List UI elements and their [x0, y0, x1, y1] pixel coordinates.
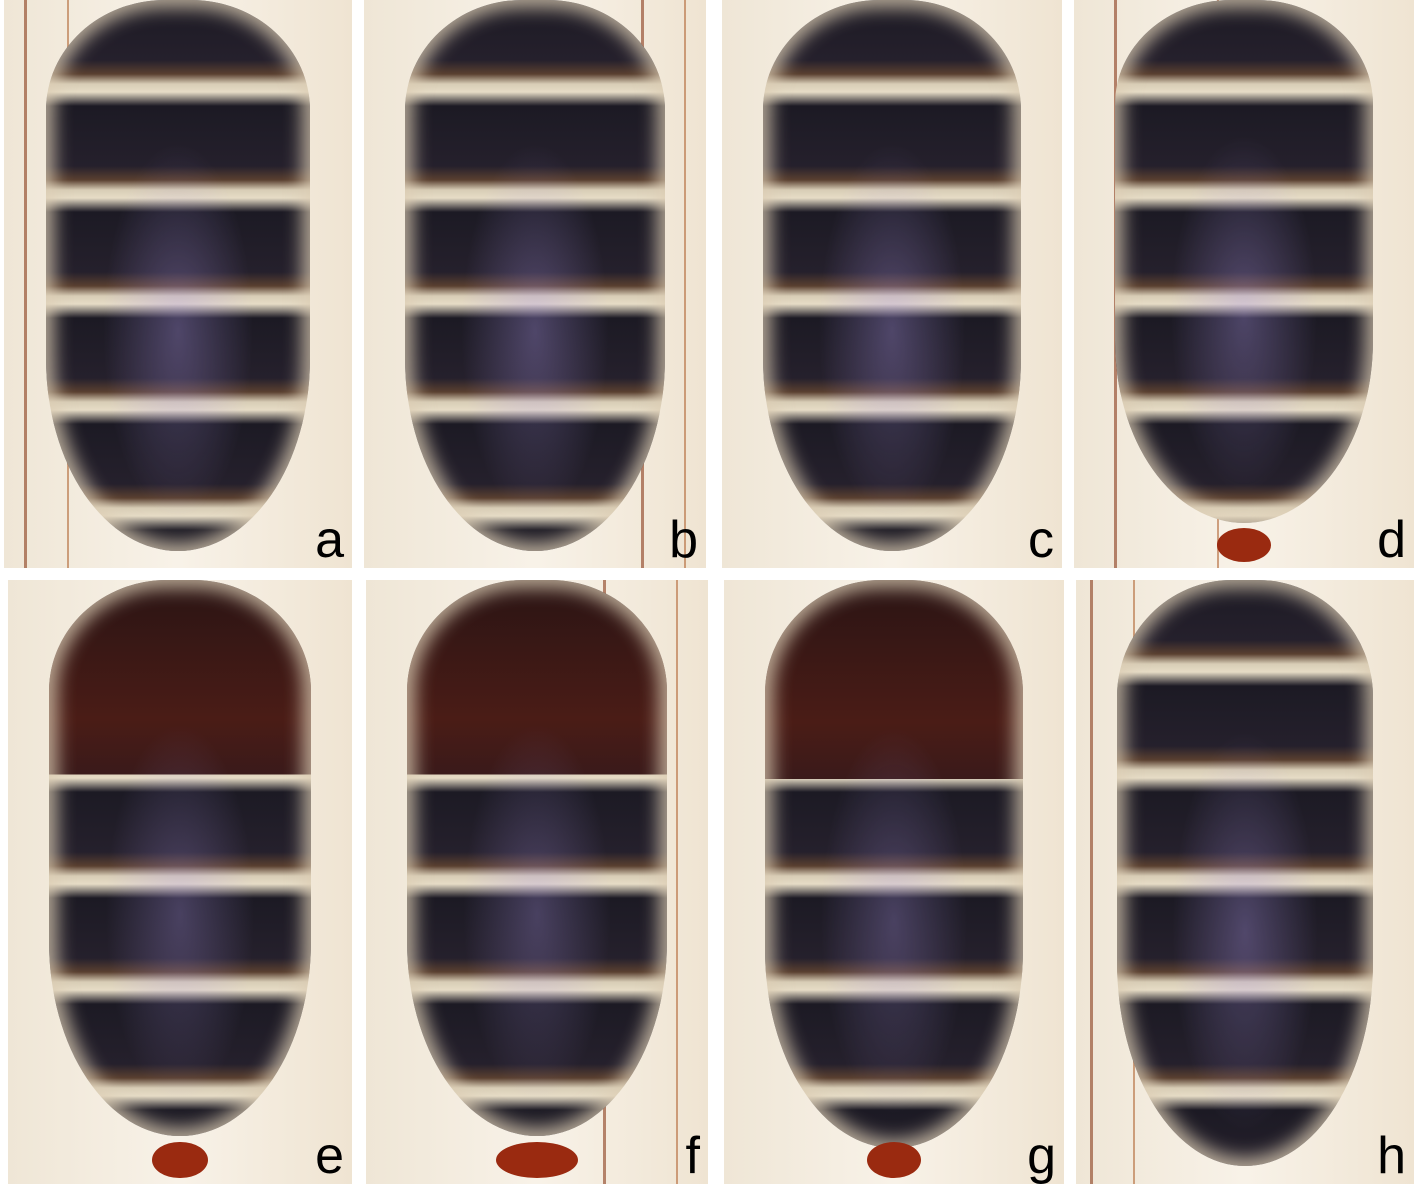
abdomen-image — [1114, 0, 1374, 523]
abdomen-image — [405, 0, 665, 551]
panel-label: a — [315, 511, 344, 568]
abdomen-tip — [152, 1141, 208, 1178]
panel-h: h — [1076, 580, 1414, 1184]
abdomen-image — [45, 0, 311, 551]
panel-c: c — [722, 0, 1062, 568]
abdomen-image — [407, 580, 667, 1136]
panel-label: e — [315, 1127, 344, 1184]
panel-label: d — [1377, 511, 1406, 568]
abdomen-tip — [495, 1141, 579, 1178]
panel-a: a — [4, 0, 352, 568]
abdomen-tip — [1216, 528, 1272, 563]
panel-label: c — [1028, 511, 1054, 568]
abdomen-image — [764, 580, 1024, 1148]
panel-label: b — [669, 511, 698, 568]
panel-d: d — [1074, 0, 1414, 568]
abdomen-image — [1116, 580, 1374, 1166]
abdomen-image — [49, 580, 311, 1136]
panel-g: g — [724, 580, 1064, 1184]
panel-label: g — [1027, 1127, 1056, 1184]
panel-b: b — [364, 0, 706, 568]
panel-e: e — [8, 580, 352, 1184]
panel-f: f — [366, 580, 708, 1184]
panel-label: h — [1377, 1127, 1406, 1184]
abdomen-tip — [866, 1141, 922, 1178]
panel-label: f — [685, 1127, 700, 1184]
abdomen-image — [762, 0, 1022, 551]
